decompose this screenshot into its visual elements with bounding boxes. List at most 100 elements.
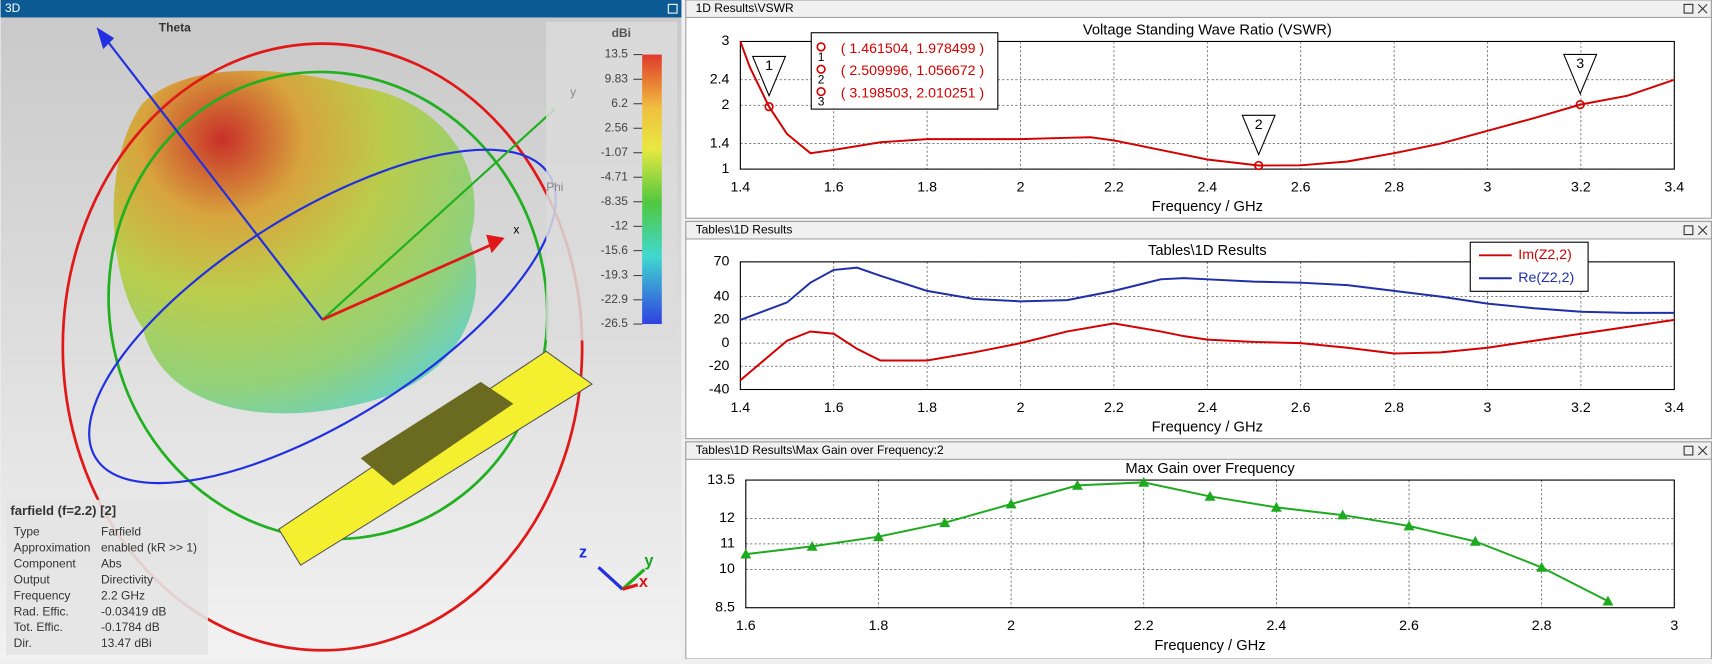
info-value: 2.2 GHz: [101, 588, 145, 602]
marker-icon-label: 2: [818, 72, 825, 86]
data-point: [1536, 561, 1548, 572]
x-tick-label: 2.2: [1134, 618, 1154, 634]
y-tick-label: 70: [714, 254, 730, 270]
x-tick-label: 1.8: [917, 179, 937, 195]
x-tick-label: 1.6: [736, 618, 756, 634]
panel: [685, 441, 1712, 660]
x-axis-label: Frequency / GHz: [1152, 420, 1263, 436]
maximize-button[interactable]: [1683, 3, 1694, 14]
marker-flag-label: 2: [1255, 117, 1263, 133]
x-tick-label: 3.2: [1571, 179, 1591, 195]
legend-label: Im(Z2,2): [1518, 247, 1572, 263]
x-tick-label: 2: [1017, 179, 1025, 195]
x-axis-label: Frequency / GHz: [1154, 638, 1265, 654]
legend-label: Re(Z2,2): [1518, 270, 1574, 286]
triad-y: [621, 568, 646, 591]
x-tick-label: 2.4: [1267, 618, 1287, 634]
plot-frame: [745, 479, 1675, 609]
panel-titlebar: [685, 220, 1712, 240]
y-tick-label: 3: [722, 33, 730, 49]
maximize-button[interactable]: [1683, 225, 1694, 236]
data-point: [1469, 535, 1481, 546]
y-tick-label: 2.4: [710, 72, 730, 88]
data-point: [1204, 490, 1216, 501]
panel-title: 1D Results\VSWR: [696, 1, 794, 15]
x-tick-label: 1.4: [730, 400, 750, 416]
x-tick-label: 2.6: [1399, 618, 1419, 634]
data-point: [1005, 498, 1017, 509]
triad-z: [597, 566, 624, 591]
colorbar-tick: -1.07: [601, 145, 629, 159]
x-tick-label: 3: [1670, 618, 1678, 634]
marker-flag-label: 1: [765, 58, 773, 74]
x-tick-label: 2.8: [1532, 618, 1552, 634]
close-button[interactable]: [1697, 225, 1708, 235]
info-key: Component: [14, 556, 77, 570]
x-tick-label: 2: [1007, 618, 1015, 634]
data-point: [806, 540, 818, 551]
data-point: [1403, 520, 1415, 531]
maximize-button[interactable]: [1683, 445, 1694, 456]
colorbar-title: dBi: [612, 26, 631, 40]
plot-frame: [739, 261, 1675, 391]
panel-titlebar: [685, 0, 1712, 19]
info-key: Output: [14, 572, 51, 586]
colorbar-tick: -19.3: [601, 268, 629, 282]
info-value: 13.47 dBi: [101, 636, 152, 650]
data-point: [1138, 476, 1150, 487]
x-axis-label: Frequency / GHz: [1152, 199, 1263, 215]
data-point: [1270, 501, 1282, 512]
data-line: [739, 318, 1675, 381]
y-tick-label: 20: [714, 312, 730, 328]
colorbar-tick: -22.9: [601, 292, 629, 306]
z-axis: [100, 32, 324, 321]
data-line: [740, 266, 1675, 321]
info-key: Frequency: [14, 588, 71, 602]
y-tick-label: 2: [722, 97, 730, 113]
marker-icon-label: 3: [818, 95, 825, 109]
info-value: Farfield: [101, 525, 141, 539]
x-tick-label: 1.6: [824, 400, 844, 416]
data-point: [1337, 509, 1349, 520]
chart-title: Voltage Standing Wave Ratio (VSWR): [1083, 22, 1332, 38]
marker-point: [1254, 160, 1264, 171]
y-tick-label: 10: [719, 561, 735, 577]
info-value: Abs: [101, 556, 122, 570]
x-tick-label: 1.4: [730, 179, 750, 195]
theta-ring: [61, 42, 584, 652]
info-key: Type: [14, 525, 40, 539]
triad-label: x: [639, 573, 648, 591]
panel-titlebar: [685, 441, 1712, 460]
triad-label: z: [579, 543, 587, 561]
info-value: enabled (kR >> 1): [101, 541, 197, 555]
colorbar-tick: -26.5: [601, 316, 629, 330]
y-tick-label: 12: [719, 510, 735, 526]
marker-box: [810, 32, 999, 110]
maximize-button[interactable]: [667, 3, 678, 14]
close-button[interactable]: [1697, 3, 1708, 14]
colorbar-tick: -4.71: [601, 169, 629, 183]
data-point: [1071, 479, 1083, 490]
marker-point: [1575, 99, 1585, 110]
axis-label: x: [513, 222, 519, 236]
z-arrow: [96, 27, 115, 50]
colorbar-tick: 9.83: [605, 71, 629, 85]
y-tick-label: 1.4: [710, 135, 730, 151]
data-line: [745, 481, 1609, 602]
view3d-titlebar: [0, 0, 682, 18]
x-tick-label: 2.8: [1384, 179, 1404, 195]
close-button[interactable]: [1697, 445, 1708, 456]
x-tick-label: 2.4: [1197, 400, 1217, 416]
x-tick-label: 1.8: [869, 618, 889, 634]
x-tick-label: 2.4: [1197, 179, 1217, 195]
colorbar-tick: -12: [611, 219, 629, 233]
panel-title: Tables\1D Results\Max Gain over Frequenc…: [696, 443, 944, 457]
data-line: [739, 41, 1675, 167]
info-value: Directivity: [101, 572, 153, 586]
info-key: Rad. Effic.: [14, 604, 69, 618]
colorbar-tick: 6.2: [611, 96, 628, 110]
marker-readout: ( 2.509996, 1.056672 ): [841, 63, 984, 79]
info-value: -0.1784 dB: [101, 620, 160, 634]
colorbar: [642, 54, 662, 325]
